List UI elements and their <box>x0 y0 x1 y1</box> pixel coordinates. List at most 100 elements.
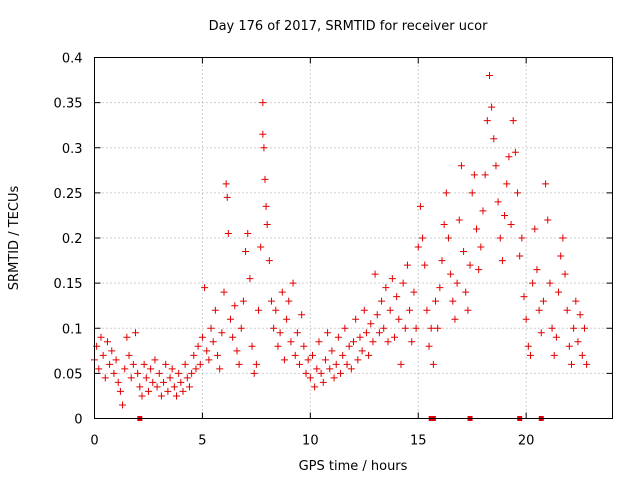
data-point <box>462 288 470 296</box>
data-point <box>283 315 291 323</box>
data-point <box>565 342 573 350</box>
data-point <box>475 266 483 274</box>
data-point <box>503 180 511 188</box>
data-point <box>138 392 146 400</box>
data-point <box>270 324 278 332</box>
data-point <box>451 315 459 323</box>
data-point <box>347 365 355 373</box>
data-point <box>550 351 558 359</box>
data-point <box>125 351 133 359</box>
data-point <box>147 365 155 373</box>
data-point <box>559 234 567 242</box>
data-point <box>578 351 586 359</box>
data-point <box>362 329 370 337</box>
data-point <box>572 297 580 305</box>
data-point <box>274 342 282 350</box>
data-point <box>490 135 498 143</box>
data-point <box>248 342 256 350</box>
data-point <box>108 347 116 355</box>
data-point <box>160 378 168 386</box>
data-point <box>237 324 245 332</box>
data-point <box>198 333 206 341</box>
data-point <box>557 252 565 260</box>
data-point <box>260 144 268 152</box>
data-point <box>380 324 388 332</box>
y-tick-labels: 0 0.05 0.1 0.15 0.2 0.25 0.3 0.35 0.4 <box>54 52 83 428</box>
data-point <box>498 257 506 265</box>
data-point <box>501 211 509 219</box>
data-point <box>341 324 349 332</box>
data-point <box>300 342 308 350</box>
data-point <box>179 387 187 395</box>
data-point <box>522 315 530 323</box>
data-point <box>533 266 541 274</box>
data-point <box>511 148 519 156</box>
data-point <box>408 338 416 346</box>
data-point <box>403 261 411 269</box>
data-point <box>343 360 351 368</box>
data-point <box>509 117 517 125</box>
data-point <box>464 306 472 314</box>
data-point <box>119 401 127 409</box>
data-point <box>455 216 463 224</box>
data-point <box>479 207 487 215</box>
y-tick-label: 0.15 <box>54 277 83 292</box>
data-point <box>555 288 563 296</box>
data-point <box>194 342 202 350</box>
y-tick-label: 0.1 <box>62 322 83 337</box>
data-point <box>326 365 334 373</box>
data-point <box>399 279 407 287</box>
data-point <box>252 360 260 368</box>
data-point <box>356 333 364 341</box>
data-point <box>239 297 247 305</box>
data-point <box>287 338 295 346</box>
y-tick-label: 0.4 <box>62 52 83 67</box>
data-point <box>466 261 474 269</box>
data-point <box>296 360 304 368</box>
data-point <box>291 351 299 359</box>
x-tick-label: 5 <box>198 434 206 449</box>
data-point <box>229 333 237 341</box>
chart-title: Day 176 of 2017, SRMTID for receiver uco… <box>209 19 489 34</box>
x-tick-labels: 0 5 10 15 20 <box>90 434 534 449</box>
data-point <box>222 180 230 188</box>
data-point <box>224 229 232 237</box>
data-point <box>242 248 250 256</box>
data-point <box>311 383 319 391</box>
data-point <box>457 162 465 170</box>
data-point <box>201 284 209 292</box>
data-point <box>352 315 360 323</box>
data-point <box>101 374 109 382</box>
data-point <box>425 342 433 350</box>
data-point <box>142 374 150 382</box>
y-tick-label: 0.3 <box>62 142 83 157</box>
y-axis-label: SRMTID / TECUs <box>7 186 22 291</box>
data-point <box>488 103 496 111</box>
data-point <box>580 324 588 332</box>
data-point <box>485 72 493 80</box>
data-point <box>583 360 591 368</box>
data-point <box>95 365 103 373</box>
data-point <box>190 351 198 359</box>
data-point <box>166 374 174 382</box>
data-point <box>164 387 172 395</box>
y-tick-label: 0 <box>74 413 82 428</box>
data-point <box>561 270 569 278</box>
data-point <box>321 356 329 364</box>
data-point <box>233 347 241 355</box>
data-point <box>460 248 468 256</box>
data-point <box>414 243 422 251</box>
data-point <box>153 383 161 391</box>
data-point <box>567 360 575 368</box>
data-point <box>358 347 366 355</box>
data-point <box>220 288 228 296</box>
data-point <box>505 153 513 161</box>
data-point <box>127 374 135 382</box>
data-point <box>259 130 267 138</box>
data-point <box>285 297 293 305</box>
data-point <box>280 356 288 364</box>
data-point <box>276 329 284 337</box>
y-tick-label: 0.05 <box>54 367 83 382</box>
data-point <box>518 234 526 242</box>
data-point <box>350 338 357 346</box>
